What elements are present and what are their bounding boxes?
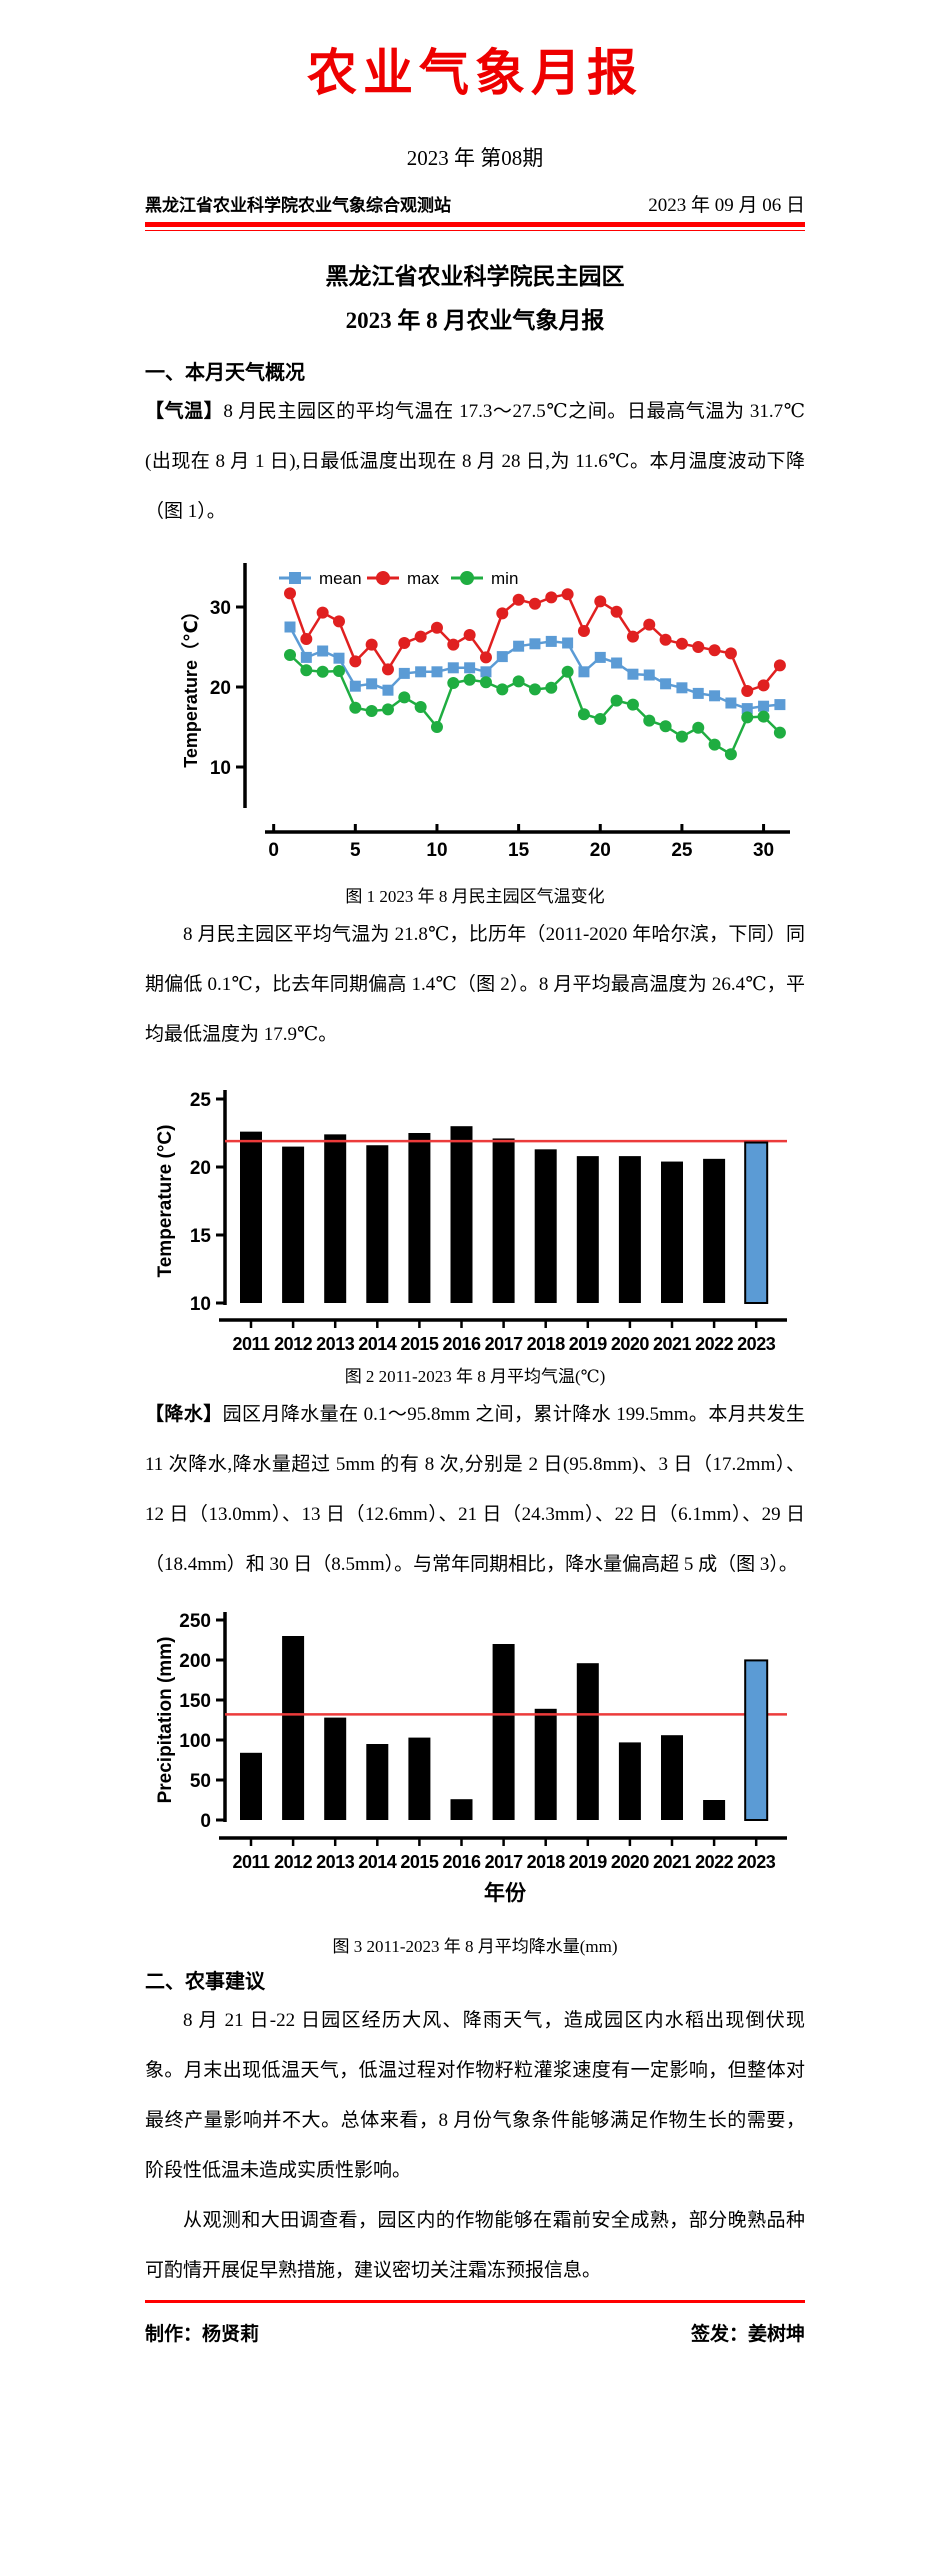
section-weather-overview: 一、本月天气概况 bbox=[145, 362, 305, 384]
header-rule bbox=[145, 222, 805, 231]
precipitation-text: 园区月降水量在 0.1～95.8mm 之间，累计降水 199.5mm。本月共发生… bbox=[145, 1404, 805, 1575]
advice-paragraph-1: 8 月 21 日-22 日园区经历大风、降雨天气，造成园区内水稻出现倒伏现象。月… bbox=[145, 2010, 805, 2181]
svg-text:2014: 2014 bbox=[358, 1334, 397, 1354]
precipitation-tag: 【降水】 bbox=[145, 1404, 223, 1425]
svg-text:2022: 2022 bbox=[695, 1852, 734, 1872]
svg-text:mean: mean bbox=[319, 569, 362, 588]
svg-text:Temperature（℃）: Temperature（℃） bbox=[181, 602, 201, 768]
svg-text:2019: 2019 bbox=[569, 1852, 608, 1872]
svg-text:2011: 2011 bbox=[232, 1334, 270, 1354]
svg-text:2016: 2016 bbox=[442, 1334, 481, 1354]
svg-text:Temperature (°C): Temperature (°C) bbox=[155, 1125, 176, 1278]
svg-text:15: 15 bbox=[190, 1226, 212, 1247]
svg-text:2015: 2015 bbox=[400, 1334, 439, 1354]
svg-text:2019: 2019 bbox=[569, 1334, 608, 1354]
svg-text:年份: 年份 bbox=[484, 1881, 527, 1905]
svg-text:5: 5 bbox=[350, 840, 361, 861]
svg-text:2022: 2022 bbox=[695, 1334, 734, 1354]
masthead: 黑龙江省农业科学院农业气象综合观测站 2023 年 09 月 06 日 bbox=[145, 190, 805, 216]
signer-name: 签发：姜树坤 bbox=[690, 2323, 805, 2345]
report-title: 农业气象月报 bbox=[307, 45, 643, 101]
svg-text:2011: 2011 bbox=[232, 1852, 270, 1872]
precipitation-bar-chart: 0 50 100 150 200 250 Precipitation (mm) 2011 201… bbox=[145, 1598, 805, 1918]
figure1-caption: 图 1 2023 年 8 月民主园区气温变化 bbox=[345, 887, 605, 906]
svg-text:2021: 2021 bbox=[653, 1852, 692, 1872]
advice-paragraph-2: 从观测和大田调查看，园区内的作物能够在霜前安全成熟，部分晚熟品种可酌情开展促早熟… bbox=[145, 2210, 805, 2281]
svg-text:10: 10 bbox=[190, 1294, 211, 1315]
section-farming-advice: 二、农事建议 bbox=[145, 1971, 265, 1993]
report-content: 农业气象月报 2023 年 第08期 黑龙江省农业科学院农业气象综合观测站 20… bbox=[145, 45, 805, 2345]
svg-text:2020: 2020 bbox=[611, 1852, 650, 1872]
svg-text:30: 30 bbox=[753, 840, 774, 861]
svg-text:50: 50 bbox=[190, 1771, 211, 1792]
avg-temperature-bar-chart: 10 15 20 25 Temperature (°C) 2011 2012 2013 2014… bbox=[145, 1062, 805, 1362]
station-name: 黑龙江省农业科学院农业气象综合观测站 bbox=[145, 196, 451, 215]
svg-text:200: 200 bbox=[179, 1651, 211, 1672]
header-rule-thick bbox=[145, 222, 805, 227]
average-temperature-paragraph: 8 月民主园区平均气温为 21.8℃，比历年（2011-2020 年哈尔滨，下同… bbox=[145, 924, 805, 1045]
svg-text:20: 20 bbox=[590, 840, 611, 861]
svg-text:2023: 2023 bbox=[737, 1334, 776, 1354]
svg-text:min: min bbox=[491, 569, 518, 588]
svg-text:2013: 2013 bbox=[316, 1334, 355, 1354]
svg-text:2018: 2018 bbox=[527, 1852, 566, 1872]
temperature-tag: 【气温】 bbox=[145, 401, 224, 422]
document-title-line1: 黑龙江省农业科学院民主园区 bbox=[325, 264, 625, 289]
svg-text:25: 25 bbox=[671, 840, 693, 861]
svg-text:2013: 2013 bbox=[316, 1852, 355, 1872]
svg-text:2023: 2023 bbox=[737, 1852, 776, 1872]
issue-date: 2023 年 09 月 06 日 bbox=[648, 195, 805, 216]
svg-text:2020: 2020 bbox=[611, 1334, 650, 1354]
footer-rule bbox=[145, 2300, 805, 2303]
svg-text:25: 25 bbox=[190, 1090, 212, 1111]
svg-text:2016: 2016 bbox=[442, 1852, 481, 1872]
figure2-caption: 图 2 2011-2023 年 8 月平均气温(℃) bbox=[344, 1367, 606, 1386]
header-rule-thin bbox=[145, 229, 805, 231]
svg-text:30: 30 bbox=[210, 598, 231, 619]
svg-text:20: 20 bbox=[210, 678, 231, 699]
svg-text:2021: 2021 bbox=[653, 1334, 692, 1354]
svg-text:0: 0 bbox=[268, 840, 279, 861]
temperature-paragraph: 【气温】8 月民主园区的平均气温在 17.3～27.5℃之间。日最高气温为 31… bbox=[145, 387, 805, 537]
svg-text:2017: 2017 bbox=[485, 1334, 524, 1354]
document-title-line2: 2023 年 8 月农业气象月报 bbox=[345, 308, 605, 333]
svg-text:15: 15 bbox=[508, 840, 530, 861]
svg-text:2014: 2014 bbox=[358, 1852, 397, 1872]
temperature-text: 8 月民主园区的平均气温在 17.3～27.5℃之间。日最高气温为 31.7℃(… bbox=[145, 401, 805, 522]
svg-text:150: 150 bbox=[179, 1691, 211, 1712]
svg-text:250: 250 bbox=[179, 1611, 211, 1632]
svg-text:2017: 2017 bbox=[485, 1852, 524, 1872]
issue-line: 2023 年 第08期 bbox=[406, 146, 544, 170]
svg-text:0: 0 bbox=[200, 1811, 211, 1832]
precipitation-paragraph: 【降水】园区月降水量在 0.1～95.8mm 之间，累计降水 199.5mm。本… bbox=[145, 1390, 805, 1590]
svg-text:20: 20 bbox=[190, 1158, 211, 1179]
svg-text:2018: 2018 bbox=[527, 1334, 566, 1354]
svg-text:max: max bbox=[407, 569, 440, 588]
svg-text:10: 10 bbox=[426, 840, 447, 861]
svg-text:100: 100 bbox=[179, 1731, 211, 1752]
footer: 制作：杨贤莉 签发：姜树坤 bbox=[145, 2319, 805, 2345]
svg-text:2012: 2012 bbox=[274, 1334, 313, 1354]
svg-text:2012: 2012 bbox=[274, 1852, 313, 1872]
svg-text:10: 10 bbox=[210, 758, 231, 779]
temperature-line-chart: 10 20 30 Temperature（℃） 0 5 10 15 20 25 30 mean max m… bbox=[145, 545, 805, 880]
svg-text:2015: 2015 bbox=[400, 1852, 439, 1872]
maker-name: 制作：杨贤莉 bbox=[145, 2323, 260, 2345]
figure3-caption: 图 3 2011-2023 年 8 月平均降水量(mm) bbox=[332, 1937, 618, 1956]
svg-text:Precipitation (mm): Precipitation (mm) bbox=[155, 1637, 176, 1804]
